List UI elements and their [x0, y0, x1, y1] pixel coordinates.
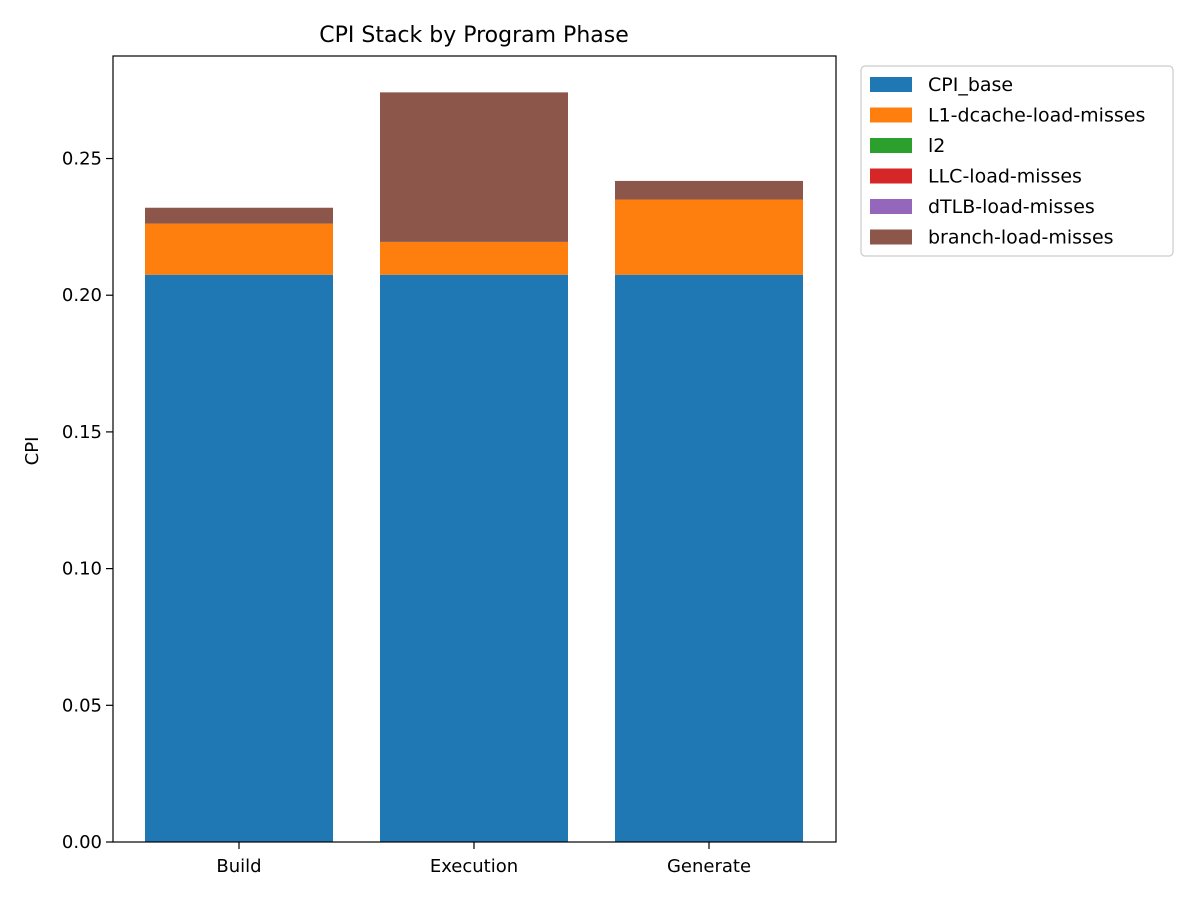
legend-swatch [870, 199, 912, 214]
y-tick-label: 0.15 [62, 422, 102, 443]
bar-segment-build-l1-dcache-load-misses [145, 223, 333, 275]
bar-segment-execution-branch-load-misses [380, 92, 568, 242]
legend: CPI_base L1-dcache-load-misses l2 LLC-load-… [860, 65, 1174, 257]
y-tick-label: 0.00 [62, 832, 102, 853]
axes-group: 0.00 0.05 0.10 0.15 0.20 0.25 Build Execution Ge… [62, 55, 837, 877]
legend-label: L1-dcache-load-misses [928, 105, 1145, 127]
bar-segment-build-branch-load-misses [145, 207, 333, 224]
chart-title: CPI Stack by Program Phase [319, 23, 629, 48]
legend-label: branch-load-misses [928, 227, 1114, 249]
y-axis-label: CPI [22, 437, 43, 466]
bar-segment-execution-l1-dcache-load-misses [380, 241, 568, 275]
legend-label: CPI_base [928, 74, 1013, 96]
x-tick-label: Build [216, 856, 261, 877]
bar-segment-build-cpi_base [145, 274, 333, 843]
legend-label: dTLB-load-misses [928, 196, 1095, 218]
legend-swatch [870, 229, 912, 245]
x-tick-label: Generate [667, 856, 751, 877]
bar-segment-execution-cpi_base [380, 274, 568, 843]
legend-swatch [870, 77, 912, 92]
legend-swatch [870, 168, 912, 184]
legend-swatch [870, 107, 912, 123]
bar-segment-generate-cpi_base [615, 274, 803, 843]
y-tick-label: 0.05 [62, 695, 102, 716]
bars-group [145, 92, 803, 843]
legend-label: LLC-load-misses [928, 166, 1082, 188]
legend-box [860, 65, 1174, 257]
y-tick-label: 0.10 [62, 559, 102, 580]
legend-swatch [870, 138, 912, 153]
y-tick-label: 0.20 [62, 285, 102, 306]
bar-segment-generate-branch-load-misses [615, 180, 803, 200]
y-tick-label: 0.25 [62, 149, 102, 170]
legend-label: l2 [928, 135, 945, 157]
bar-segment-generate-l1-dcache-load-misses [615, 199, 803, 275]
x-tick-label: Execution [430, 856, 518, 877]
